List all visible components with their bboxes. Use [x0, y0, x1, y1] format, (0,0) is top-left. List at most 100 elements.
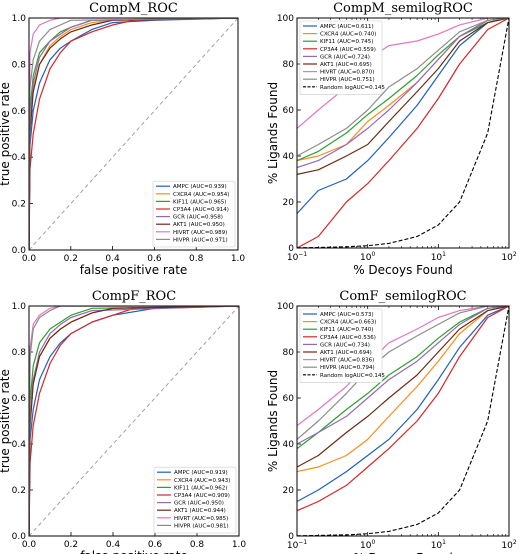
legend: AMPC (AUC=0.611) CXCR4 (AUC=0.740)KIF11 (…	[299, 20, 385, 95]
x-tick-label: 100	[360, 539, 375, 551]
legend-label: CXCR4 (AUC=0.740)	[320, 32, 376, 38]
y-tick-label: 20	[283, 486, 295, 496]
x-tick-label: 101	[431, 251, 446, 263]
y-tick-label: 100	[277, 302, 294, 312]
legend-label: CP3A4 (AUC=0.559)	[320, 47, 376, 53]
x-axis-label: % Decoys Found	[353, 551, 453, 554]
legend-label: Random logAUC=0.145	[320, 373, 385, 379]
series-line-cp3a4	[297, 306, 509, 512]
x-tick-label: 10−1	[287, 251, 307, 263]
legend-label: CP3A4 (AUC=0.909)	[174, 493, 230, 499]
x-axis-label: false positive rate	[80, 263, 188, 277]
chart-compf_roc: CompF_ROC 0.0 0.2 0.4 0.6 0.8 1.0 0.0 0.2 0.4 0.6 0…	[0, 289, 246, 554]
legend-label: AMPC (AUC=0.919)	[174, 470, 228, 476]
y-tick-label: 1.0	[12, 302, 27, 312]
y-tick-label: 0.2	[12, 200, 26, 210]
series-line-gcr	[29, 18, 238, 250]
legend: AMPC (AUC=0.939) CXCR4 (AUC=0.954)KIF11 (…	[152, 180, 236, 248]
y-tick-label: 60	[283, 106, 295, 116]
y-tick-label: 0.4	[12, 440, 27, 450]
series-line-kif11	[297, 306, 509, 450]
x-tick-label: 0.8	[190, 540, 205, 550]
y-tick-label: 0	[288, 244, 294, 254]
series-line-hivrt	[29, 18, 238, 250]
series-group	[29, 18, 238, 250]
plot-frame	[296, 17, 510, 249]
x-axis-label: % Decoys Found	[353, 263, 453, 277]
series-line-random	[297, 306, 509, 536]
legend-label: AKT1 (AUC=0.944)	[174, 508, 226, 514]
y-tick-label: 0.8	[12, 348, 27, 358]
legend-label: CP3A4 (AUC=0.914)	[173, 207, 229, 213]
legend-label: HIVRT (AUC=0.989)	[173, 230, 227, 236]
series-line-hivrt	[29, 306, 239, 536]
x-tick-label: 0.4	[106, 540, 121, 550]
series-line-hivpr	[29, 18, 238, 250]
y-axis-label: % Ligands Found	[266, 370, 280, 472]
legend-box	[299, 20, 383, 95]
y-tick-label: 100	[277, 14, 294, 24]
plot-frame	[296, 305, 510, 537]
plot-frame	[28, 305, 240, 537]
legend-label: CXCR4 (AUC=0.663)	[320, 320, 376, 326]
y-tick-label: 40	[283, 152, 295, 162]
x-tick-label: 0.2	[64, 540, 78, 550]
legend-label: HIVRT (AUC=0.985)	[174, 516, 228, 522]
y-tick-label: 1.0	[12, 14, 27, 24]
x-axis-label: false positive rate	[80, 549, 188, 554]
random-diagonal-line	[29, 306, 239, 536]
series-line-akt1	[297, 306, 509, 468]
legend-label: GCR (AUC=0.950)	[174, 501, 224, 507]
chart-title: CompM_semilogROC	[333, 1, 473, 16]
series-line-kif11	[297, 18, 509, 162]
chart-title: ComF_semilogROC	[339, 289, 466, 304]
legend-box	[299, 308, 383, 383]
x-tick-label: 1.0	[232, 540, 247, 550]
legend-box	[152, 180, 236, 248]
y-tick-label: 0.6	[12, 394, 27, 404]
y-tick-label: 80	[283, 60, 295, 70]
series-line-hivrt	[297, 18, 509, 129]
legend: AMPC (AUC=0.919) CXCR4 (AUC=0.943)KIF11 (…	[153, 466, 237, 534]
legend-label: GCR (AUC=0.734)	[320, 342, 370, 348]
y-tick-label: 0	[288, 532, 294, 542]
series-line-hivpr	[29, 306, 239, 536]
legend-label: AKT1 (AUC=0.694)	[320, 350, 372, 356]
series-line-cp3a4	[29, 18, 238, 250]
x-tick-label: 1.0	[231, 254, 246, 264]
series-line-gcr	[297, 306, 509, 445]
series-line-cp3a4	[29, 306, 239, 536]
y-axis-label: % Ligands Found	[266, 82, 280, 184]
plot-frame	[28, 17, 239, 251]
legend-label: CP3A4 (AUC=0.536)	[320, 335, 376, 341]
legend-label: AMPC (AUC=0.573)	[320, 312, 374, 318]
legend-label: HIVPR (AUC=0.971)	[173, 237, 228, 243]
y-tick-label: 0.8	[12, 60, 27, 70]
legend-label: GCR (AUC=0.958)	[173, 215, 223, 221]
legend-label: HIVPR (AUC=0.794)	[320, 365, 375, 371]
x-tick-label: 0.8	[189, 254, 204, 264]
legend-label: CXCR4 (AUC=0.954)	[173, 192, 229, 198]
y-tick-label: 60	[283, 394, 295, 404]
legend-label: AKT1 (AUC=0.950)	[173, 222, 225, 228]
legend-label: KIF11 (AUC=0.745)	[320, 39, 373, 45]
series-group	[29, 306, 239, 536]
legend-label: Random logAUC=0.145	[320, 85, 385, 91]
series-line-kif11	[29, 306, 239, 536]
chart-comf_semilog: ComF_semilogROC 10−1 100 101 102 0 20 40 60 80 100…	[266, 289, 517, 554]
y-tick-label: 0.0	[12, 532, 27, 542]
legend-label: KIF11 (AUC=0.965)	[173, 199, 226, 205]
legend-label: KIF11 (AUC=0.740)	[320, 327, 373, 333]
chart-compm_roc: CompM_ROC 0.0 0.2 0.4 0.6 0.8 1.0 0.0 0.2 0.4 0.6 0…	[0, 1, 245, 277]
x-tick-label: 0.0	[22, 540, 37, 550]
legend-label: HIVRT (AUC=0.836)	[320, 358, 374, 364]
y-axis-label: true positive rate	[0, 82, 12, 186]
legend-label: AMPC (AUC=0.939)	[173, 184, 227, 190]
series-group	[297, 306, 509, 536]
series-line-random	[297, 18, 509, 248]
chart-compm_semilog: CompM_semilogROC 10−1 100 101 102 0 20 40 60 80 10…	[266, 1, 517, 277]
series-line-hivpr	[297, 306, 509, 440]
y-tick-label: 20	[283, 198, 295, 208]
random-diagonal-line	[29, 18, 238, 250]
legend-label: CXCR4 (AUC=0.943)	[174, 478, 230, 484]
